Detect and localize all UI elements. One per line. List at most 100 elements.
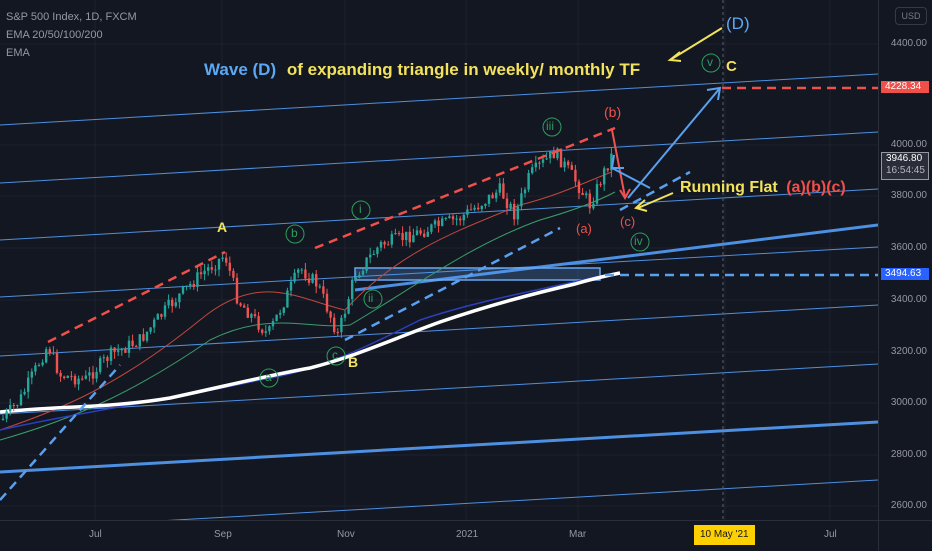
wave-ii: ii bbox=[368, 291, 374, 305]
time-tick: 2021 bbox=[456, 529, 479, 540]
wave-a-red: (a) bbox=[576, 221, 592, 236]
candle-body bbox=[257, 316, 260, 330]
candle-body bbox=[66, 375, 69, 378]
price-tick: 4400.00 bbox=[890, 38, 927, 49]
candle-body bbox=[394, 233, 397, 235]
candle-body bbox=[329, 311, 332, 318]
candle-body bbox=[253, 314, 257, 317]
price-tick: 2800.00 bbox=[890, 449, 927, 460]
candlesticks bbox=[1, 146, 613, 423]
candle-body bbox=[311, 274, 314, 283]
price-axis[interactable]: USD 4400.00 4228.34 4000.00 3946.80 16:5… bbox=[878, 0, 932, 520]
candle-body bbox=[268, 326, 271, 332]
candle-body bbox=[5, 411, 8, 419]
symbol-title[interactable]: S&P 500 Index, 1D, FXCM bbox=[6, 11, 137, 23]
ema-legend[interactable]: EMA 20/50/100/200 bbox=[6, 29, 103, 41]
candle-body bbox=[246, 307, 249, 318]
candle-body bbox=[243, 305, 246, 308]
candle-body bbox=[358, 274, 361, 278]
candle-body bbox=[336, 331, 339, 333]
candle-body bbox=[282, 307, 285, 313]
candle-body bbox=[261, 329, 264, 333]
candle-body bbox=[174, 302, 177, 307]
running-flat-waves: (a)(b)(c) bbox=[786, 179, 846, 196]
candle-body bbox=[354, 277, 357, 280]
candle-body bbox=[538, 162, 541, 164]
candle-body bbox=[37, 365, 41, 367]
price-tick: 3400.00 bbox=[890, 294, 927, 305]
candle-body bbox=[153, 319, 156, 328]
candle-body bbox=[120, 348, 123, 351]
wave-b-green: b bbox=[291, 226, 298, 240]
candle-body bbox=[570, 165, 573, 170]
candle-body bbox=[127, 340, 131, 353]
candle-body bbox=[55, 352, 59, 373]
axis-corner bbox=[878, 520, 932, 551]
time-axis[interactable]: Jul Sep Nov 2021 Mar 10 May '21 Jul bbox=[0, 520, 878, 551]
candle-body bbox=[149, 327, 152, 332]
candle-body bbox=[592, 203, 595, 209]
wave-c-green: c bbox=[332, 348, 338, 362]
candle-body bbox=[423, 233, 426, 237]
candle-body bbox=[523, 189, 527, 194]
wave-circles bbox=[259, 53, 721, 388]
candle-body bbox=[451, 216, 455, 220]
wave-d-big: (D) bbox=[726, 14, 750, 33]
candle-body bbox=[390, 234, 393, 245]
candle-body bbox=[30, 371, 33, 378]
candle-body bbox=[52, 352, 55, 354]
wave-b-capital: B bbox=[348, 354, 359, 370]
candle-body bbox=[77, 378, 80, 385]
candle-body bbox=[315, 274, 318, 287]
candle-body bbox=[239, 303, 242, 306]
price-chart[interactable] bbox=[0, 0, 878, 520]
candle-body bbox=[347, 299, 350, 314]
candle-body bbox=[534, 162, 537, 168]
candle-body bbox=[516, 206, 519, 220]
candle-body bbox=[581, 192, 584, 195]
candle-body bbox=[610, 153, 613, 171]
candle-body bbox=[106, 357, 109, 361]
candle-body bbox=[466, 209, 469, 215]
candle-body bbox=[109, 347, 113, 361]
candle-body bbox=[473, 207, 476, 210]
candle-body bbox=[415, 230, 419, 236]
price-tick: 3000.00 bbox=[890, 397, 927, 408]
candle-body bbox=[23, 391, 26, 395]
candle-body bbox=[556, 148, 559, 159]
candle-body bbox=[480, 205, 483, 210]
candle-body bbox=[189, 283, 192, 286]
currency-button[interactable]: USD bbox=[895, 7, 927, 25]
candle-body bbox=[531, 167, 534, 174]
wave-i: i bbox=[359, 202, 362, 216]
candle-body bbox=[207, 267, 210, 271]
candle-body bbox=[142, 334, 145, 341]
time-tick: Nov bbox=[337, 529, 355, 540]
candle-body bbox=[376, 247, 379, 255]
candle-body bbox=[595, 184, 599, 204]
candle-body bbox=[577, 181, 581, 193]
candle-body bbox=[430, 224, 433, 232]
ema-legend-2[interactable]: EMA bbox=[6, 47, 30, 59]
candle-body bbox=[574, 169, 577, 182]
wave-a-green: a bbox=[265, 370, 272, 384]
candle-body bbox=[41, 362, 44, 366]
candle-body bbox=[293, 272, 296, 282]
candle-body bbox=[304, 269, 307, 279]
candle-body bbox=[307, 278, 311, 283]
price-tick: 3600.00 bbox=[890, 242, 927, 253]
chart-area[interactable]: S&P 500 Index, 1D, FXCM EMA 20/50/100/20… bbox=[0, 0, 878, 520]
price-tick: 4000.00 bbox=[890, 139, 927, 150]
candle-body bbox=[1, 418, 5, 420]
time-tick: Jul bbox=[89, 529, 102, 540]
candle-body bbox=[196, 272, 199, 287]
candle-body bbox=[412, 235, 415, 243]
candle-body bbox=[505, 198, 509, 209]
candle-body bbox=[160, 314, 163, 317]
candle-body bbox=[484, 203, 487, 206]
candle-body bbox=[45, 349, 48, 363]
candle-body bbox=[437, 220, 440, 226]
candle-body bbox=[178, 293, 181, 303]
candle-body bbox=[135, 345, 138, 347]
candle-body bbox=[9, 404, 12, 412]
